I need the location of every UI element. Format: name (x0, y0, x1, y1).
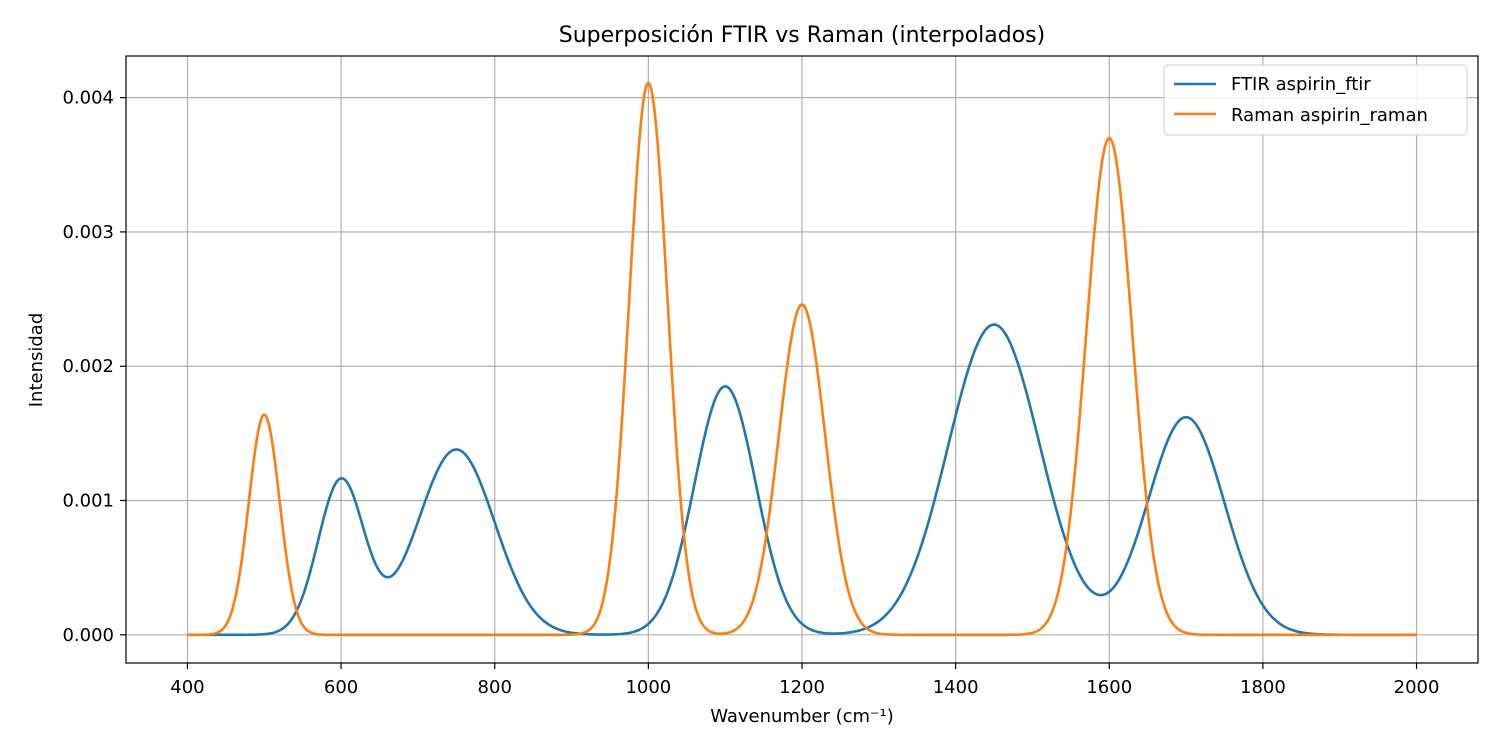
series-line-raman (187, 81, 1417, 637)
x-axis-label: Wavenumber (cm⁻¹) (710, 706, 894, 727)
x-tick-label: 600 (324, 677, 358, 698)
x-tick-label: 1600 (1086, 677, 1132, 698)
x-tick-label: 1000 (625, 677, 671, 698)
y-tick-label: 0.003 (62, 222, 114, 243)
x-tick-label: 1400 (933, 677, 979, 698)
series-line-ftir (187, 323, 1417, 637)
x-tick-label: 800 (478, 677, 512, 698)
chart-title: Superposición FTIR vs Raman (interpolado… (559, 23, 1045, 48)
axis-ticks: 400 600 800 1000 1200 1400 1600 1800 2000 0.000 0.… (62, 88, 1439, 698)
legend-box (1163, 64, 1468, 136)
x-tick-label: 2000 (1394, 677, 1440, 698)
legend-label-raman: Raman aspirin_raman (1231, 105, 1428, 126)
legend-label-ftir: FTIR aspirin_ftir (1231, 74, 1371, 95)
y-tick-label: 0.000 (62, 625, 114, 646)
y-axis-label: Intensidad (26, 313, 47, 408)
y-tick-label: 0.004 (62, 88, 114, 109)
legend: FTIR aspirin_ftir Raman aspirin_raman (1163, 64, 1468, 136)
x-tick-label: 1800 (1240, 677, 1286, 698)
x-tick-label: 400 (170, 677, 204, 698)
y-tick-label: 0.002 (62, 356, 114, 377)
y-tick-label: 0.001 (62, 491, 114, 512)
series-group (187, 81, 1417, 637)
x-tick-label: 1200 (779, 677, 825, 698)
